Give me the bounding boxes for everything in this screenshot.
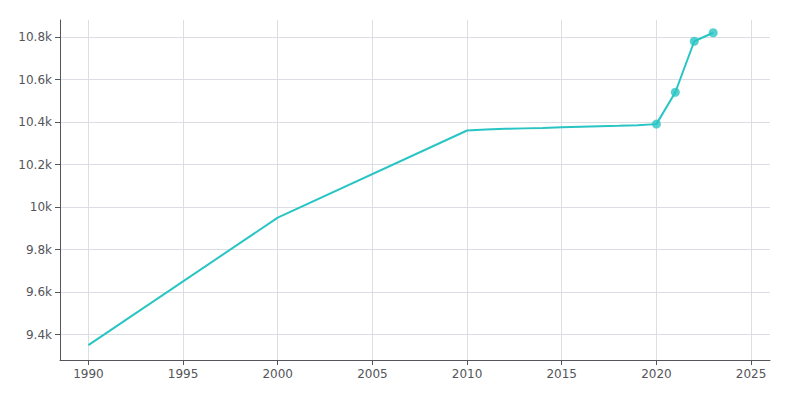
svg-text:9.4k: 9.4k [26,328,52,342]
svg-text:10.6k: 10.6k [18,73,52,87]
svg-text:9.6k: 9.6k [26,285,52,299]
svg-text:1995: 1995 [168,367,199,381]
svg-text:2005: 2005 [357,367,388,381]
svg-text:2020: 2020 [641,367,672,381]
svg-text:10.8k: 10.8k [18,30,52,44]
svg-text:10.4k: 10.4k [18,115,52,129]
svg-text:2010: 2010 [452,367,483,381]
svg-text:2015: 2015 [546,367,577,381]
svg-text:9.8k: 9.8k [26,243,52,257]
svg-text:2025: 2025 [736,367,767,381]
svg-text:10k: 10k [30,200,52,214]
svg-text:10.2k: 10.2k [18,158,52,172]
svg-text:1990: 1990 [73,367,104,381]
svg-text:2000: 2000 [262,367,293,381]
